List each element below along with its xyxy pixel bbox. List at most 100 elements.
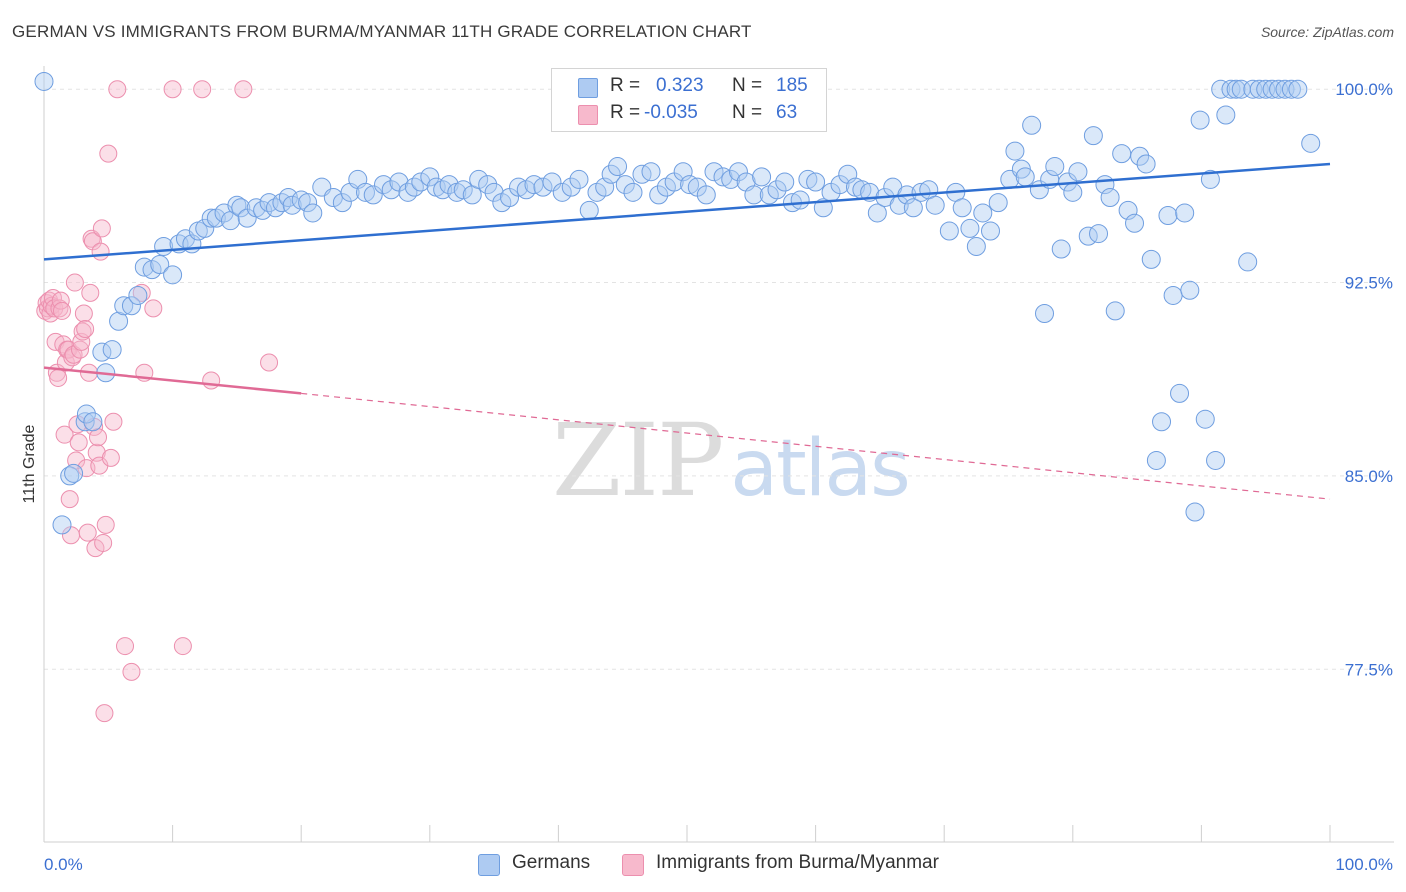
data-point-germans	[806, 172, 826, 192]
data-point-burma	[76, 319, 95, 338]
data-point-germans	[1211, 79, 1231, 99]
data-point-germans	[381, 180, 401, 200]
data-point-germans	[404, 177, 424, 197]
data-point-burma	[234, 80, 253, 99]
data-point-germans	[569, 169, 589, 189]
data-point-germans	[980, 221, 1000, 241]
data-point-germans	[542, 172, 562, 192]
x-tick-label: 0.0%	[44, 855, 83, 874]
data-point-burma	[122, 662, 141, 681]
data-point-germans	[813, 198, 833, 218]
data-point-germans	[231, 198, 251, 218]
data-point-burma	[55, 425, 74, 444]
chart-title: GERMAN VS IMMIGRANTS FROM BURMA/MYANMAR …	[12, 22, 752, 41]
data-point-germans	[420, 167, 440, 187]
data-point-germans	[973, 203, 993, 223]
legend-n-label: N =	[732, 75, 763, 96]
data-point-burma	[65, 273, 84, 292]
data-point-germans	[298, 193, 318, 213]
bottom-legend-swatch-germans	[478, 854, 500, 876]
data-point-germans	[1206, 450, 1226, 470]
legend: R = 0.323 N = 185 R = -0.035 N = 63	[551, 68, 827, 132]
data-point-germans	[1185, 502, 1205, 522]
data-point-germans	[134, 257, 154, 277]
legend-r-value: 0.323	[656, 75, 704, 96]
data-point-germans	[102, 340, 122, 360]
data-point-burma	[69, 433, 88, 452]
trend-line-germans	[43, 162, 1331, 261]
data-point-burma	[74, 304, 93, 323]
legend-n-value: 185	[776, 75, 808, 96]
data-point-germans	[1146, 450, 1166, 470]
data-point-germans	[76, 404, 96, 424]
data-point-germans	[798, 169, 818, 189]
data-point-germans	[641, 162, 661, 182]
data-point-germans	[623, 182, 643, 202]
data-point-germans	[83, 412, 103, 432]
data-point-germans	[552, 182, 572, 202]
data-point-germans	[1141, 249, 1161, 269]
data-point-germans	[128, 285, 148, 305]
data-point-germans	[398, 182, 418, 202]
data-point-germans	[533, 177, 553, 197]
data-point-germans	[649, 185, 669, 205]
legend-r-label: R =	[610, 102, 641, 123]
data-point-germans	[201, 208, 221, 228]
y-tick-label: 92.5%	[1345, 274, 1393, 293]
data-point-germans	[775, 172, 795, 192]
data-point-germans	[1136, 154, 1156, 174]
data-point-germans	[903, 198, 923, 218]
data-point-germans	[1195, 409, 1215, 429]
watermark-zip: ZIP	[552, 402, 724, 519]
data-point-germans	[1175, 203, 1195, 223]
data-point-germans	[1089, 224, 1109, 244]
series-burma-points	[36, 80, 279, 723]
data-point-burma	[202, 371, 221, 390]
data-point-burma	[92, 219, 111, 238]
legend-row-germans: R = 0.323 N = 185	[552, 74, 826, 100]
axes	[43, 66, 1394, 843]
data-point-burma	[49, 368, 68, 387]
y-tick-label: 85.0%	[1345, 467, 1393, 486]
data-point-germans	[1180, 280, 1200, 300]
data-point-germans	[163, 265, 183, 285]
bottom-legend-label-burma: Immigrants from Burma/Myanmar	[656, 852, 939, 873]
data-point-germans	[1216, 105, 1236, 125]
data-point-germans	[1152, 412, 1172, 432]
y-axis-label: 11th Grade	[21, 424, 38, 503]
data-point-germans	[767, 180, 787, 200]
data-point-germans	[1045, 157, 1065, 177]
data-point-germans	[728, 162, 748, 182]
data-point-germans	[1112, 144, 1132, 164]
bottom-legend-swatch-burma	[622, 854, 644, 876]
data-point-germans	[114, 296, 134, 316]
data-point-germans	[150, 255, 170, 275]
series-germans-points	[34, 71, 1321, 535]
data-point-germans	[109, 311, 129, 331]
data-point-burma	[50, 299, 69, 318]
legend-r-label: R =	[610, 75, 641, 96]
data-point-germans	[939, 221, 959, 241]
data-point-germans	[579, 200, 599, 220]
data-point-germans	[925, 195, 945, 215]
data-point-burma	[173, 637, 192, 656]
data-point-germans	[75, 412, 95, 432]
data-point-germans	[121, 296, 141, 316]
data-point-germans	[1130, 146, 1150, 166]
data-point-burma	[99, 144, 118, 163]
trend-line-burma	[43, 366, 302, 395]
data-point-germans	[1125, 213, 1145, 233]
data-point-germans	[680, 175, 700, 195]
data-point-burma	[96, 515, 115, 534]
data-point-germans	[615, 175, 635, 195]
data-point-germans	[1190, 110, 1210, 130]
data-point-germans	[282, 195, 302, 215]
legend-swatch-germans	[578, 78, 598, 98]
y-tick-label: 77.5%	[1345, 660, 1393, 679]
data-point-burma	[193, 80, 212, 99]
data-point-germans	[1281, 79, 1301, 99]
trend-line-burma-extension	[301, 392, 1331, 500]
data-point-burma	[83, 232, 102, 251]
x-tick-label: 100.0%	[1335, 855, 1393, 874]
